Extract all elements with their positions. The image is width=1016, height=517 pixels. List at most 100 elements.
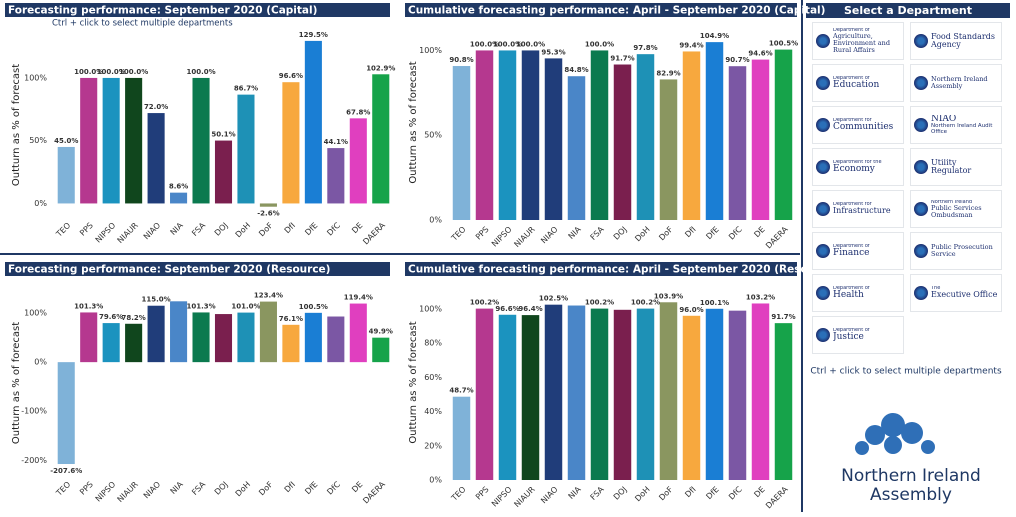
data-label: 101.3% [186, 302, 215, 310]
department-tile[interactable]: Public Prosecution Service [910, 232, 1002, 270]
y-tick-label: 0% [429, 216, 442, 225]
bar [498, 314, 517, 480]
y-tick-label: 50% [424, 131, 442, 140]
title-bar [405, 262, 797, 276]
x-tick-label: NIAO [142, 480, 162, 500]
department-tile[interactable]: Department of Justice [812, 316, 904, 354]
x-tick-label: TEO [449, 485, 468, 504]
department-icon [816, 34, 830, 48]
data-label: 100.1% [700, 299, 729, 307]
data-label: -2.6% [257, 210, 279, 218]
department-tile[interactable]: Department for Infrastructure [812, 190, 904, 228]
bar [304, 40, 322, 204]
department-icon [914, 34, 928, 48]
y-tick-label: 0% [34, 358, 47, 367]
bar [282, 324, 300, 363]
department-tile[interactable]: Northern Ireland Assembly [910, 64, 1002, 102]
x-tick-label: DoF [257, 480, 275, 498]
data-label: 100.2% [585, 299, 614, 307]
bar [80, 77, 98, 204]
bar [214, 314, 233, 363]
data-label: 90.8% [449, 56, 473, 64]
x-tick-label: PPS [78, 221, 95, 238]
department-icon [816, 244, 830, 258]
department-tile[interactable]: Department of Health [812, 274, 904, 312]
department-icon [914, 244, 928, 258]
department-tile[interactable]: Department of Agriculture, Environment an… [812, 22, 904, 60]
department-text: Department of Agriculture, Environment an… [833, 28, 900, 54]
department-tile[interactable]: Department of Education [812, 64, 904, 102]
department-prefix: Department for [833, 202, 872, 208]
x-tick-label: NIA [567, 224, 584, 241]
data-label: 100.0% [585, 40, 614, 48]
bar [567, 76, 586, 220]
data-label: 96.4% [518, 305, 542, 313]
x-tick-label: NIAUR [512, 225, 537, 250]
department-tile[interactable]: Northern Ireland Public Services Ombudsma… [910, 190, 1002, 228]
department-tile[interactable]: Department for the Economy [812, 148, 904, 186]
department-prefix: Department for the [833, 159, 882, 165]
bar [237, 312, 255, 363]
x-tick-label: PPS [474, 485, 491, 502]
data-label: 104.9% [700, 32, 729, 40]
x-tick-label: DE [350, 221, 364, 235]
bar [682, 51, 701, 220]
department-text: NIAO Northern Ireland Audit Office [931, 115, 998, 136]
data-label: 129.5% [299, 31, 328, 39]
data-label: 100.0% [119, 68, 148, 76]
x-tick-label: DfI [683, 485, 697, 499]
department-tile[interactable]: Department for Communities [812, 106, 904, 144]
data-label: 90.7% [725, 56, 749, 64]
data-label: 91.7% [771, 313, 795, 321]
x-tick-label: DoH [234, 480, 252, 498]
x-tick-label: DfI [283, 221, 297, 235]
x-tick-label: DfE [704, 485, 720, 501]
department-icon [816, 202, 830, 216]
department-name: Education [833, 79, 880, 90]
x-tick-label: DOJ [213, 221, 230, 238]
department-tile[interactable]: Food Standards Agency [910, 22, 1002, 60]
y-tick-label: 0% [429, 476, 442, 485]
x-tick-label: DoF [657, 225, 675, 243]
department-icon [914, 286, 928, 300]
bar [259, 301, 277, 363]
department-subtitle: Northern Ireland Audit Office [931, 122, 993, 135]
x-tick-label: DfE [303, 480, 319, 496]
data-label: 102.5% [539, 295, 568, 303]
x-tick-label: DAERA [764, 484, 790, 510]
y-axis-label: Outturn as % of forecast [11, 64, 22, 186]
data-label: 45.0% [54, 137, 78, 145]
x-tick-label: PPS [78, 480, 95, 497]
department-tile[interactable]: NIAO Northern Ireland Audit Office [910, 106, 1002, 144]
department-tile[interactable]: The Executive Office [910, 274, 1002, 312]
x-tick-label: DE [752, 225, 766, 239]
x-tick-label: NIA [169, 479, 186, 496]
department-tile[interactable]: Utility Regulator [910, 148, 1002, 186]
x-tick-label: DOJ [612, 485, 629, 502]
department-name: Utility Regulator [931, 158, 972, 175]
data-label: 96.6% [279, 72, 303, 80]
x-tick-label: DAERA [361, 220, 387, 246]
bar [751, 303, 770, 480]
department-text: Department for Infrastructure [833, 202, 891, 216]
bar [192, 77, 210, 204]
department-name: Public Prosecution Service [931, 244, 993, 258]
bar [452, 396, 471, 480]
title-bar [405, 3, 797, 17]
data-label: 100.2% [631, 299, 660, 307]
y-tick-label: 0% [34, 199, 47, 208]
department-name: Justice [833, 331, 864, 342]
data-label: 102.9% [366, 64, 395, 72]
x-tick-label: NIAUR [116, 221, 141, 246]
bar [327, 316, 345, 363]
y-tick-label: 100% [419, 304, 442, 313]
department-prefix: Northern Ireland [931, 199, 973, 205]
x-tick-label: NIA [567, 484, 584, 501]
y-tick-label: 50% [29, 136, 47, 145]
bar [372, 337, 390, 363]
department-tile[interactable]: Department of Finance [812, 232, 904, 270]
x-tick-label: DoH [633, 225, 651, 243]
x-tick-label: NIAUR [116, 480, 141, 505]
